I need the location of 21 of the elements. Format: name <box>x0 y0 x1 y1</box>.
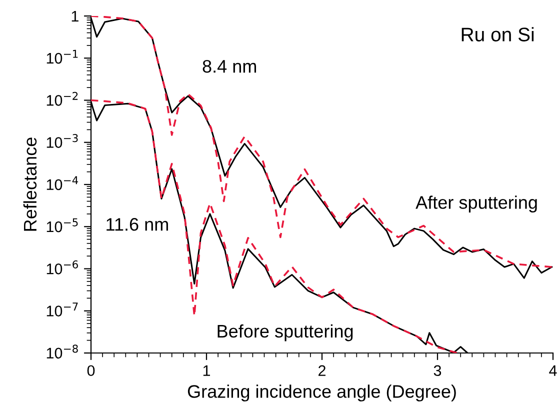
annotation: 8.4 nm <box>202 60 256 73</box>
y-tick-label: 10$^{−6}$ <box>46 260 78 274</box>
annotation: After sputtering <box>416 196 537 212</box>
y-tick-label: 10$^{−1}$ <box>46 50 78 64</box>
y-axis-title: Reflectance <box>23 138 37 231</box>
x-axis-title: Grazing incidence angle (Degree) <box>188 384 456 402</box>
y-tick-label: 1 <box>72 11 78 22</box>
x-tick-label: 4 <box>549 365 557 376</box>
x-tick-label: 1 <box>203 365 210 376</box>
y-tick-label: 10$^{−7}$ <box>46 302 78 316</box>
x-tick-label: 2 <box>318 365 326 376</box>
y-tick-label: 10$^{−5}$ <box>46 218 78 232</box>
annotation: Before sputtering <box>218 324 353 342</box>
x-tick-label: 0 <box>87 365 95 376</box>
x-tick-label: 3 <box>434 365 442 376</box>
chart-title: Ru on Si <box>462 27 534 42</box>
y-tick-label: 10$^{−4}$ <box>46 176 78 190</box>
y-tick-label: 10$^{−8}$ <box>46 344 78 359</box>
y-tick-label: 10$^{−2}$ <box>46 92 78 106</box>
annotation: 11.6 nm <box>106 218 168 231</box>
y-tick-label: 10$^{−3}$ <box>46 134 78 148</box>
